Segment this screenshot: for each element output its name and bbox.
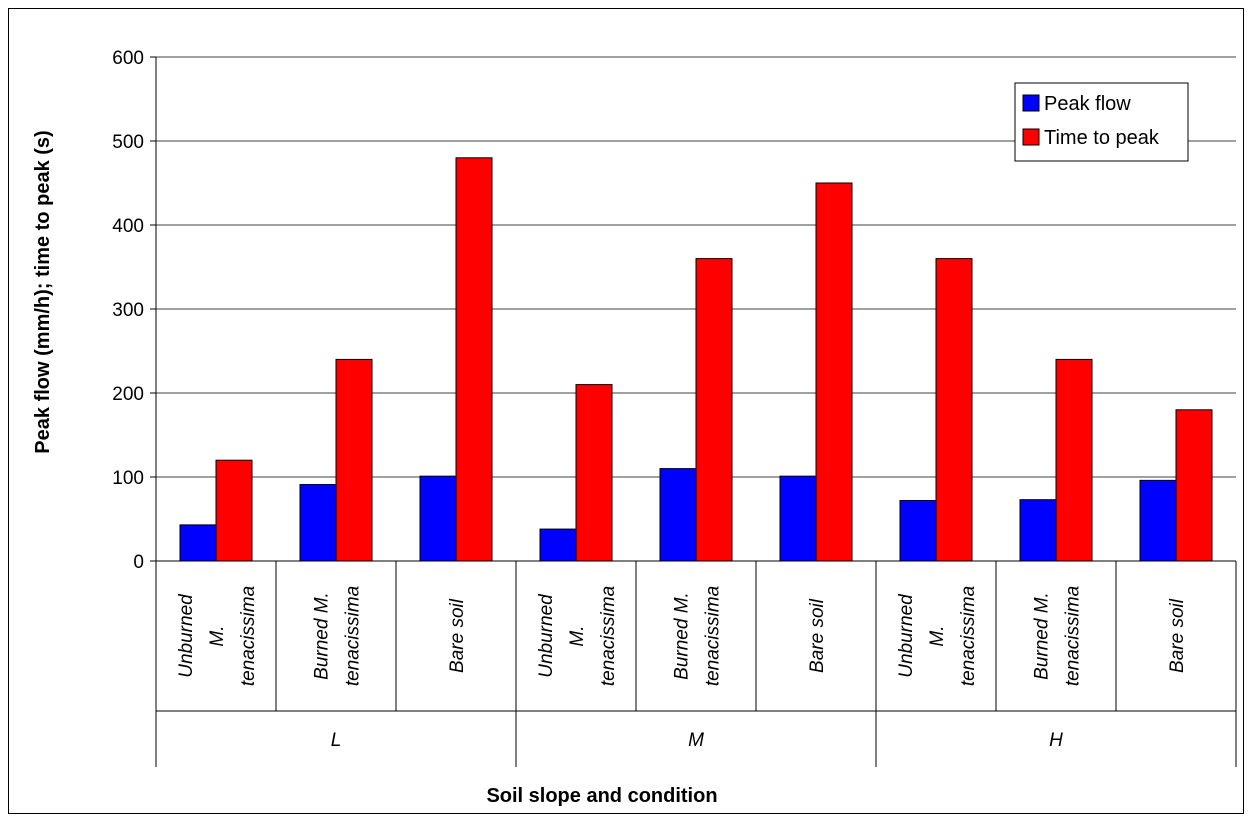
- y-tick-label: 100: [112, 468, 144, 489]
- axes: [150, 56, 1237, 767]
- group-label: M: [688, 730, 704, 751]
- bar-peak-flow: [539, 528, 577, 562]
- x-axis-title: Soil slope and condition: [486, 785, 717, 807]
- bar-chart: 0 100 200 300 400 500 600 Unburned M. tenacissim…: [32, 48, 1237, 807]
- chart-frame: 0 100 200 300 400 500 600 Unburned M. tenacissim…: [8, 8, 1244, 814]
- category-label: tenacissima: [703, 586, 724, 686]
- bar-peak-flow: [1139, 479, 1177, 562]
- legend-label: Peak flow: [1044, 93, 1131, 115]
- category-label: Burned M.: [312, 592, 333, 680]
- category-label: Unburned: [896, 593, 917, 678]
- legend-swatch: [1022, 94, 1040, 112]
- group-label: H: [1049, 730, 1063, 751]
- y-tick-label: 500: [112, 132, 144, 153]
- bar-time-to-peak: [815, 182, 853, 562]
- legend-swatch: [1022, 128, 1040, 146]
- category-labels: Unburned M. tenacissima Burned M. tenacissim…: [176, 586, 1188, 751]
- y-tick-label: 0: [133, 552, 144, 573]
- category-label: Bare soil: [447, 598, 468, 673]
- y-tick-label: 200: [112, 384, 144, 405]
- y-axis-title: Peak flow (mm/h); time to peak (s): [32, 130, 54, 453]
- category-label: tenacissima: [238, 586, 259, 686]
- y-tick-label: 600: [112, 48, 144, 69]
- bar-time-to-peak: [575, 384, 613, 562]
- bar-time-to-peak: [215, 459, 253, 562]
- category-label: Burned M.: [672, 592, 693, 680]
- category-label: M.: [567, 625, 588, 646]
- category-label: Unburned: [536, 593, 557, 678]
- category-label: Unburned: [176, 593, 197, 678]
- y-tick-label: 300: [112, 300, 144, 321]
- bar-time-to-peak: [1055, 358, 1093, 562]
- category-label: Bare soil: [1167, 598, 1188, 673]
- bar-peak-flow: [899, 500, 937, 562]
- y-tick-labels: 0 100 200 300 400 500 600: [112, 48, 144, 573]
- legend: Peak flow Time to peak: [1014, 82, 1189, 162]
- bar-peak-flow: [419, 475, 457, 562]
- category-label: Burned M.: [1032, 592, 1053, 680]
- category-label: tenacissima: [1063, 586, 1084, 686]
- bar-peak-flow: [779, 475, 817, 562]
- bar-peak-flow: [659, 468, 697, 562]
- y-tick-label: 400: [112, 216, 144, 237]
- bar-time-to-peak: [1175, 409, 1213, 562]
- bar-time-to-peak: [935, 258, 973, 562]
- category-label: M.: [927, 625, 948, 646]
- bars: [179, 157, 1213, 562]
- bar-peak-flow: [299, 484, 337, 562]
- category-label: Bare soil: [807, 598, 828, 673]
- bar-time-to-peak: [335, 358, 373, 562]
- bar-time-to-peak: [455, 157, 493, 562]
- group-label: L: [331, 730, 342, 751]
- bar-time-to-peak: [695, 258, 733, 562]
- category-label: M.: [207, 625, 228, 646]
- category-label: tenacissima: [958, 586, 979, 686]
- category-label: tenacissima: [343, 586, 364, 686]
- bar-peak-flow: [179, 524, 217, 562]
- legend-box: [1014, 82, 1189, 162]
- category-label: tenacissima: [598, 586, 619, 686]
- legend-label: Time to peak: [1044, 127, 1160, 149]
- bar-peak-flow: [1019, 499, 1057, 562]
